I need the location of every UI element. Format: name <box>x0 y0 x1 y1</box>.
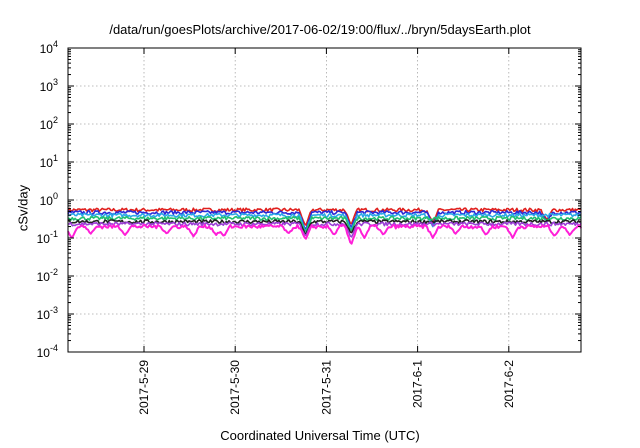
axis-ticks: 10-4 10-3 10-2 10-1 100 101 102 103 104 2017-5-29… <box>37 39 581 415</box>
x-tick-label: 2017-5-29 <box>137 360 151 415</box>
x-tick-label: 2017-5-31 <box>319 360 333 415</box>
y-tick-label: 100 <box>40 191 58 208</box>
series-line-1 <box>67 207 582 226</box>
y-tick-label: 10-1 <box>37 229 58 246</box>
series-line-5 <box>67 219 582 235</box>
series-line-7 <box>67 223 582 245</box>
x-tick-label: 2017-5-30 <box>228 360 242 415</box>
y-tick-label: 103 <box>40 77 58 94</box>
series-line-3 <box>67 212 582 232</box>
series-group <box>67 207 582 245</box>
grid <box>68 48 581 352</box>
series-line-6 <box>67 221 582 238</box>
y-tick-label: 102 <box>40 115 58 132</box>
y-tick-label: 10-4 <box>37 343 58 360</box>
chart-title: /data/run/goesPlots/archive/2017-06-02/1… <box>109 22 531 37</box>
x-tick-label: 2017-6-2 <box>502 360 516 408</box>
series-line-4 <box>67 215 582 233</box>
y-tick-label: 10-3 <box>37 305 58 322</box>
x-tick-label: 2017-6-1 <box>411 360 425 408</box>
y-tick-label: 104 <box>40 39 58 56</box>
y-tick-label: 101 <box>40 153 58 170</box>
x-axis-label: Coordinated Universal Time (UTC) <box>220 428 420 443</box>
series-line-2 <box>67 209 582 230</box>
y-tick-label: 10-2 <box>37 267 58 284</box>
